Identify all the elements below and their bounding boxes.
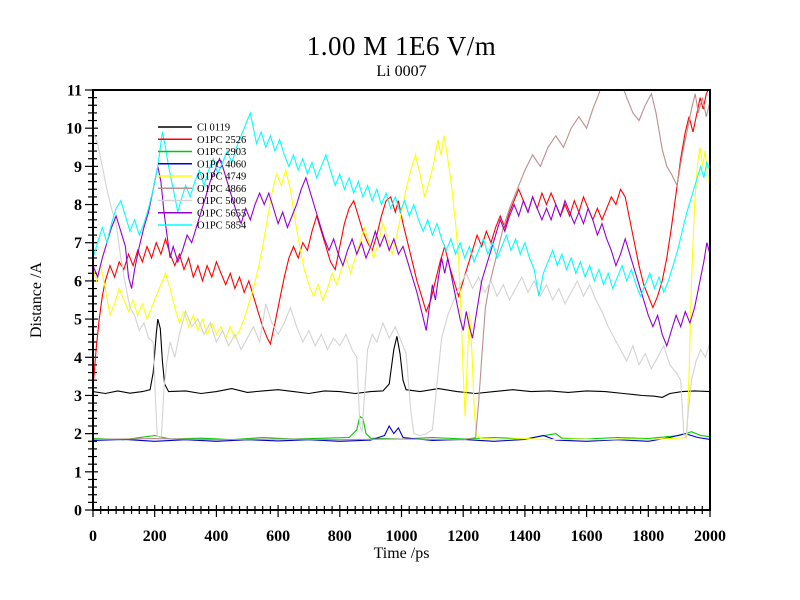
x-tick-label: 0 (89, 528, 97, 545)
y-tick-label: 2 (74, 426, 82, 443)
y-axis-label: Distance /A (28, 262, 45, 338)
series-o1pc-2526 (93, 90, 709, 388)
y-tick-label: 9 (74, 159, 82, 176)
legend-label: O1PC 5009 (197, 196, 246, 207)
legend-label: Cl 0119 (197, 123, 230, 134)
legend-label: O1PC 5854 (197, 221, 247, 232)
y-tick-label: 6 (74, 273, 82, 290)
legend-label: O1PC 5655 (197, 208, 246, 219)
y-tick-label: 10 (66, 121, 82, 138)
x-tick-label: 1000 (386, 528, 418, 545)
chart-title: 1.00 M 1E6 V/m (306, 31, 497, 61)
series-o1pc-4060 (93, 424, 710, 442)
series-o1pc-4866 (93, 90, 710, 441)
tick-labels: 0 200 400 600 800 1000 1200 1400 1600 1800 2000 0 1 2… (66, 83, 726, 546)
plot-frame (92, 89, 711, 511)
x-tick-label: 1600 (571, 528, 603, 545)
series-o1pc-5009 (93, 131, 710, 440)
y-tick-label: 3 (74, 388, 82, 405)
chart-subtitle: Li 0007 (376, 63, 427, 80)
y-tick-label: 0 (74, 503, 82, 520)
y-tick-label: 7 (74, 235, 82, 252)
x-tick-label: 1200 (447, 528, 479, 545)
x-tick-label: 800 (328, 528, 352, 545)
y-tick-label: 5 (74, 312, 82, 329)
legend-label: O1PC 2526 (197, 135, 246, 146)
y-tick-label: 4 (74, 350, 82, 367)
y-tick-label: 1 (74, 464, 82, 481)
series-o1pc-5655 (93, 157, 710, 348)
series-cl-0119 (93, 318, 710, 398)
series-o1pc-5854 (93, 110, 710, 298)
x-tick-label: 1400 (509, 528, 541, 545)
axis-ticks (85, 89, 711, 517)
x-tick-label: 2000 (694, 528, 726, 545)
legend-label: O1PC 2903 (197, 147, 246, 158)
legend-label: O1PC 4060 (197, 159, 246, 170)
y-tick-label: 11 (67, 83, 82, 100)
series-o1pc-4749 (93, 135, 710, 441)
y-tick-label: 8 (74, 197, 82, 214)
x-tick-label: 400 (204, 528, 228, 545)
legend-label: O1PC 4749 (197, 172, 246, 183)
x-tick-label: 600 (266, 528, 290, 545)
series-o1pc-2903 (93, 415, 710, 441)
x-axis-label: Time /ps (373, 545, 430, 562)
series-lines (93, 90, 710, 442)
x-tick-label: 200 (143, 528, 167, 545)
legend-label: O1PC 4866 (197, 184, 246, 195)
x-tick-label: 1800 (632, 528, 664, 545)
